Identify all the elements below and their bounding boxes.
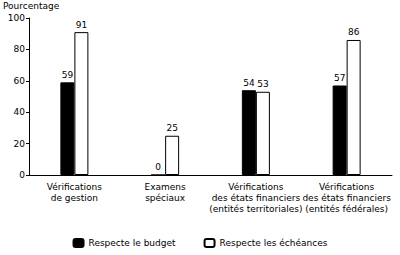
svg-text:Vérifications: Vérifications	[47, 182, 103, 192]
svg-text:60: 60	[14, 76, 26, 86]
svg-text:57: 57	[334, 73, 345, 83]
svg-text:59: 59	[62, 70, 74, 80]
svg-text:91: 91	[76, 20, 87, 30]
svg-text:40: 40	[14, 107, 26, 117]
svg-text:20: 20	[14, 139, 26, 149]
svg-text:0: 0	[155, 162, 161, 172]
svg-text:Pourcentage: Pourcentage	[3, 1, 60, 11]
svg-text:(entités territoriales): (entités territoriales)	[209, 204, 302, 214]
svg-text:54: 54	[243, 78, 255, 88]
svg-text:spéciaux: spéciaux	[145, 193, 186, 203]
svg-text:Vérifications: Vérifications	[228, 182, 284, 192]
svg-text:Respecte le budget: Respecte le budget	[89, 238, 176, 248]
svg-text:53: 53	[257, 79, 268, 89]
svg-text:86: 86	[348, 27, 360, 37]
svg-text:des états financiers: des états financiers	[302, 193, 391, 203]
svg-text:Examens: Examens	[145, 182, 187, 192]
svg-text:(entités fédérales): (entités fédérales)	[305, 204, 388, 214]
svg-text:des états financiers: des états financiers	[212, 193, 301, 203]
svg-text:0: 0	[19, 170, 25, 180]
svg-text:80: 80	[14, 44, 26, 54]
svg-text:de gestion: de gestion	[51, 193, 98, 203]
svg-text:Vérifications: Vérifications	[319, 182, 375, 192]
svg-text:25: 25	[166, 123, 177, 133]
svg-text:Respecte les échéances: Respecte les échéances	[220, 238, 328, 248]
svg-text:100: 100	[8, 13, 25, 23]
